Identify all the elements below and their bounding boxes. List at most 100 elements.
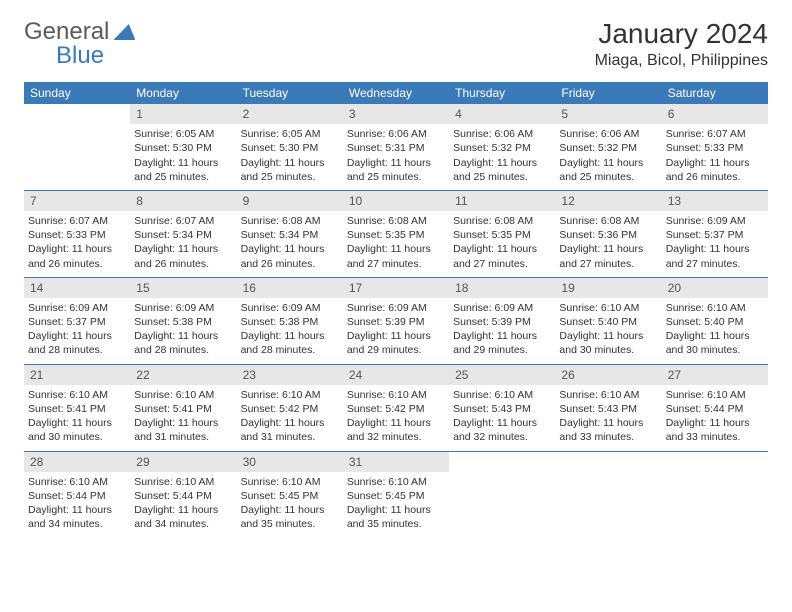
day-cell: 11Sunrise: 6:08 AMSunset: 5:35 PMDayligh…	[449, 191, 555, 277]
logo-text-blue: Blue	[56, 42, 104, 70]
day-number: 29	[130, 452, 236, 472]
daylight-line1: Daylight: 11 hours	[134, 329, 232, 343]
daylight-line1: Daylight: 11 hours	[28, 416, 126, 430]
daylight-line1: Daylight: 11 hours	[453, 329, 551, 343]
sunset-line: Sunset: 5:44 PM	[134, 489, 232, 503]
day-number: 19	[555, 278, 661, 298]
location-label: Miaga, Bicol, Philippines	[595, 52, 768, 70]
daylight-line1: Daylight: 11 hours	[134, 416, 232, 430]
sunset-line: Sunset: 5:42 PM	[241, 402, 339, 416]
daylight-line2: and 28 minutes.	[28, 343, 126, 357]
day-cell: 18Sunrise: 6:09 AMSunset: 5:39 PMDayligh…	[449, 278, 555, 364]
day-number: 7	[24, 191, 130, 211]
day-number: 5	[555, 104, 661, 124]
day-cell	[662, 452, 768, 538]
daylight-line2: and 26 minutes.	[241, 257, 339, 271]
day-cell	[24, 104, 130, 190]
day-cell: 12Sunrise: 6:08 AMSunset: 5:36 PMDayligh…	[555, 191, 661, 277]
sunrise-line: Sunrise: 6:10 AM	[453, 388, 551, 402]
sunset-line: Sunset: 5:34 PM	[241, 228, 339, 242]
day-number: 25	[449, 365, 555, 385]
week-row: 28Sunrise: 6:10 AMSunset: 5:44 PMDayligh…	[24, 451, 768, 538]
day-cell	[555, 452, 661, 538]
day-cell: 23Sunrise: 6:10 AMSunset: 5:42 PMDayligh…	[237, 365, 343, 451]
day-number: 26	[555, 365, 661, 385]
day-number: 13	[662, 191, 768, 211]
sunset-line: Sunset: 5:41 PM	[134, 402, 232, 416]
week-row: 1Sunrise: 6:05 AMSunset: 5:30 PMDaylight…	[24, 104, 768, 190]
sunrise-line: Sunrise: 6:10 AM	[241, 388, 339, 402]
sunrise-line: Sunrise: 6:10 AM	[28, 475, 126, 489]
daylight-line1: Daylight: 11 hours	[453, 156, 551, 170]
day-cell: 4 Sunrise: 6:06 AMSunset: 5:32 PMDaylight…	[449, 104, 555, 190]
sunset-line: Sunset: 5:43 PM	[453, 402, 551, 416]
day-cell: 17Sunrise: 6:09 AMSunset: 5:39 PMDayligh…	[343, 278, 449, 364]
sunrise-line: Sunrise: 6:10 AM	[666, 388, 764, 402]
daylight-line2: and 31 minutes.	[241, 430, 339, 444]
day-number: 9	[237, 191, 343, 211]
sunrise-line: Sunrise: 6:06 AM	[559, 127, 657, 141]
day-cell: 20Sunrise: 6:10 AMSunset: 5:40 PMDayligh…	[662, 278, 768, 364]
day-cell: 2Sunrise: 6:05 AMSunset: 5:30 PMDaylight…	[237, 104, 343, 190]
sunrise-line: Sunrise: 6:10 AM	[347, 388, 445, 402]
daylight-line1: Daylight: 11 hours	[241, 156, 339, 170]
day-cell: 24Sunrise: 6:10 AMSunset: 5:42 PMDayligh…	[343, 365, 449, 451]
daylight-line2: and 29 minutes.	[453, 343, 551, 357]
day-number: 15	[130, 278, 236, 298]
daylight-line2: and 35 minutes.	[347, 517, 445, 531]
day-number: 8	[130, 191, 236, 211]
sunrise-line: Sunrise: 6:08 AM	[241, 214, 339, 228]
day-number: 20	[662, 278, 768, 298]
daylight-line1: Daylight: 11 hours	[559, 416, 657, 430]
day-number: 16	[237, 278, 343, 298]
day-number: 22	[130, 365, 236, 385]
daylight-line1: Daylight: 11 hours	[559, 156, 657, 170]
sunrise-line: Sunrise: 6:10 AM	[241, 475, 339, 489]
sunrise-line: Sunrise: 6:08 AM	[559, 214, 657, 228]
title-block: January 2024 Miaga, Bicol, Philippines	[595, 18, 768, 70]
daylight-line2: and 30 minutes.	[666, 343, 764, 357]
sunset-line: Sunset: 5:34 PM	[134, 228, 232, 242]
day-cell: 7Sunrise: 6:07 AMSunset: 5:33 PMDaylight…	[24, 191, 130, 277]
weekday-header-row: Sunday Monday Tuesday Wednesday Thursday…	[24, 82, 768, 104]
sunrise-line: Sunrise: 6:10 AM	[28, 388, 126, 402]
daylight-line2: and 27 minutes.	[347, 257, 445, 271]
day-number: 6	[662, 104, 768, 124]
sunrise-line: Sunrise: 6:06 AM	[453, 127, 551, 141]
day-number: 24	[343, 365, 449, 385]
sunrise-line: Sunrise: 6:10 AM	[559, 388, 657, 402]
daylight-line1: Daylight: 11 hours	[347, 242, 445, 256]
daylight-line2: and 30 minutes.	[559, 343, 657, 357]
daylight-line2: and 33 minutes.	[666, 430, 764, 444]
daylight-line1: Daylight: 11 hours	[28, 329, 126, 343]
sunrise-line: Sunrise: 6:09 AM	[347, 301, 445, 315]
weekday-tuesday: Tuesday	[237, 82, 343, 104]
day-cell: 21Sunrise: 6:10 AMSunset: 5:41 PMDayligh…	[24, 365, 130, 451]
week-row: 14Sunrise: 6:09 AMSunset: 5:37 PMDayligh…	[24, 277, 768, 364]
day-cell: 14Sunrise: 6:09 AMSunset: 5:37 PMDayligh…	[24, 278, 130, 364]
sunrise-line: Sunrise: 6:10 AM	[666, 301, 764, 315]
daylight-line2: and 27 minutes.	[559, 257, 657, 271]
weekday-thursday: Thursday	[449, 82, 555, 104]
sunrise-line: Sunrise: 6:10 AM	[347, 475, 445, 489]
sunset-line: Sunset: 5:32 PM	[453, 141, 551, 155]
daylight-line1: Daylight: 11 hours	[134, 156, 232, 170]
sunset-line: Sunset: 5:37 PM	[28, 315, 126, 329]
day-cell: 26Sunrise: 6:10 AMSunset: 5:43 PMDayligh…	[555, 365, 661, 451]
day-cell: 9Sunrise: 6:08 AMSunset: 5:34 PMDaylight…	[237, 191, 343, 277]
sunrise-line: Sunrise: 6:06 AM	[347, 127, 445, 141]
sunrise-line: Sunrise: 6:07 AM	[666, 127, 764, 141]
sunset-line: Sunset: 5:33 PM	[28, 228, 126, 242]
sunrise-line: Sunrise: 6:09 AM	[241, 301, 339, 315]
daylight-line1: Daylight: 11 hours	[28, 242, 126, 256]
daylight-line2: and 27 minutes.	[453, 257, 551, 271]
daylight-line2: and 33 minutes.	[559, 430, 657, 444]
daylight-line1: Daylight: 11 hours	[347, 416, 445, 430]
sunset-line: Sunset: 5:32 PM	[559, 141, 657, 155]
day-number: 4	[449, 104, 555, 124]
daylight-line1: Daylight: 11 hours	[134, 503, 232, 517]
daylight-line2: and 32 minutes.	[453, 430, 551, 444]
sunrise-line: Sunrise: 6:09 AM	[134, 301, 232, 315]
weekday-wednesday: Wednesday	[343, 82, 449, 104]
sunset-line: Sunset: 5:44 PM	[28, 489, 126, 503]
